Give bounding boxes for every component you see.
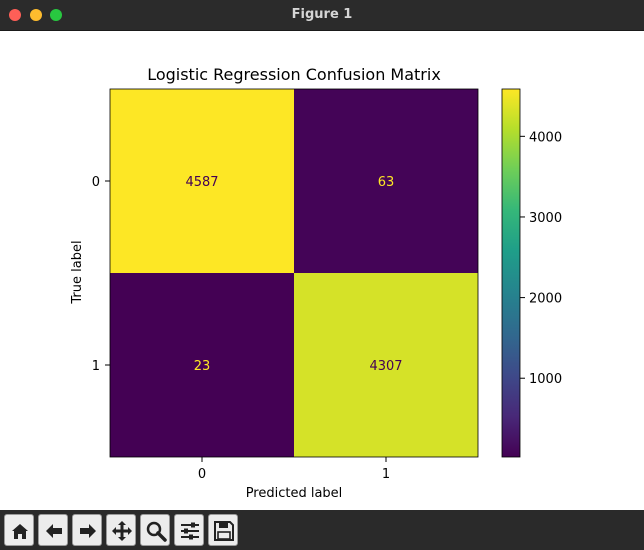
x-axis-label: Predicted label bbox=[246, 486, 343, 501]
home-button[interactable] bbox=[4, 514, 34, 546]
confusion-matrix-chart: Logistic Regression Confusion Matrix 458… bbox=[70, 65, 562, 501]
colorbar-tick-label: 1000 bbox=[529, 372, 562, 387]
configure-subplots-button[interactable] bbox=[174, 514, 204, 546]
x-tick-label: 1 bbox=[382, 467, 390, 482]
colorbar-tick-label: 4000 bbox=[529, 130, 562, 145]
maximize-window-button[interactable] bbox=[50, 9, 62, 21]
close-window-button[interactable] bbox=[9, 9, 21, 21]
matrix-cell bbox=[110, 273, 294, 457]
cell-value-label: 23 bbox=[194, 359, 211, 374]
matrix-cell bbox=[110, 89, 294, 273]
matrix-cell bbox=[294, 273, 478, 457]
save-button[interactable] bbox=[208, 514, 238, 546]
plot-frame bbox=[109, 88, 479, 458]
minimize-window-button[interactable] bbox=[30, 9, 42, 21]
back-arrow-icon bbox=[46, 524, 62, 538]
chart-title: Logistic Regression Confusion Matrix bbox=[147, 65, 441, 84]
forward-arrow-icon bbox=[80, 524, 96, 538]
cell-value-label: 4307 bbox=[369, 359, 402, 374]
back-button[interactable] bbox=[38, 514, 68, 546]
configure-subplots-icon bbox=[181, 522, 199, 540]
pan-move-icon bbox=[112, 521, 132, 541]
figure-canvas: Logistic Regression Confusion Matrix 458… bbox=[0, 31, 644, 510]
colorbar-tick-label: 2000 bbox=[529, 292, 562, 307]
navigation-toolbar bbox=[0, 510, 644, 550]
window-title: Figure 1 bbox=[291, 7, 353, 22]
colorbar bbox=[501, 88, 521, 458]
save-floppy-icon bbox=[214, 521, 234, 541]
forward-button[interactable] bbox=[72, 514, 102, 546]
title-bar[interactable]: Figure 1 bbox=[0, 0, 644, 31]
pan-button[interactable] bbox=[106, 514, 136, 546]
home-icon bbox=[12, 524, 28, 539]
zoom-magnifier-icon bbox=[146, 521, 167, 542]
zoom-button[interactable] bbox=[140, 514, 170, 546]
y-tick-label: 1 bbox=[92, 359, 100, 374]
x-tick-label: 0 bbox=[198, 467, 206, 482]
colorbar-tick-label: 3000 bbox=[529, 211, 562, 226]
y-tick-label: 0 bbox=[92, 175, 100, 190]
cell-value-label: 63 bbox=[378, 175, 395, 190]
matrix-cell bbox=[294, 89, 478, 273]
y-axis-label: True label bbox=[70, 240, 85, 304]
cell-value-label: 4587 bbox=[185, 175, 218, 190]
